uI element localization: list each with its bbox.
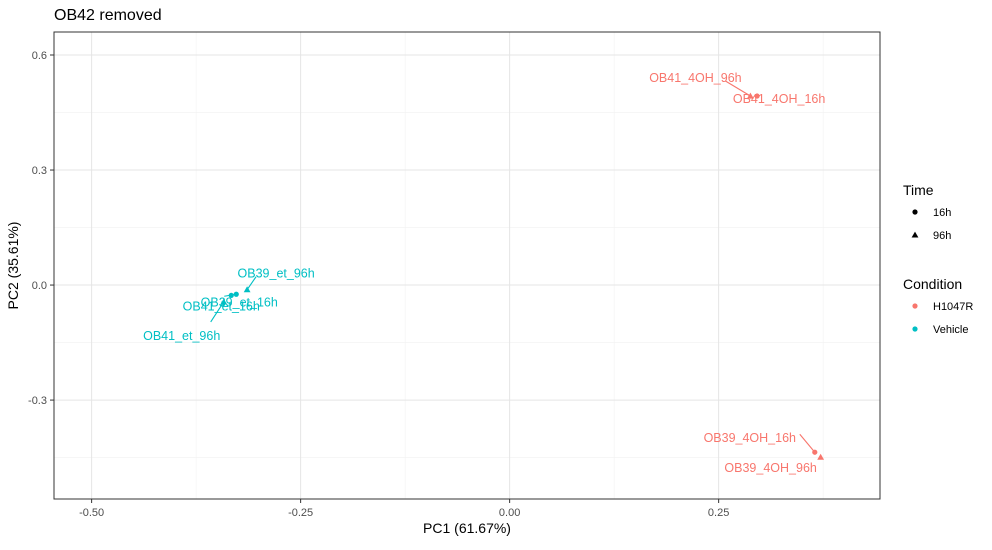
label-connector bbox=[725, 80, 751, 97]
label-connector bbox=[799, 433, 816, 453]
grid-major bbox=[54, 32, 880, 499]
point-ob39-et-96h bbox=[243, 286, 251, 293]
point-ob39-4oh-96h bbox=[817, 453, 825, 460]
point-label: OB39_4OH_16h bbox=[704, 431, 796, 445]
point-ob39-et-16h bbox=[228, 292, 234, 299]
label-connector bbox=[210, 301, 225, 323]
legend-key-circle bbox=[912, 303, 918, 309]
x-tick-label: -0.50 bbox=[79, 507, 104, 519]
legend-entry-label: H1047R bbox=[933, 301, 973, 313]
point-label: OB39_et_96h bbox=[238, 267, 315, 281]
point-label: OB41_4OH_96h bbox=[649, 71, 741, 85]
y-tick-label: -0.3 bbox=[28, 395, 47, 407]
point-label: OB39_4OH_96h bbox=[724, 461, 816, 475]
x-tick-label: 0.25 bbox=[708, 507, 729, 519]
point-ob41-et-96h bbox=[220, 298, 228, 305]
point-ob39-4oh-16h bbox=[812, 449, 818, 455]
point-label: OB39_et_16h bbox=[201, 295, 278, 309]
legend-title: Condition bbox=[903, 276, 962, 292]
x-axis-ticks: -0.50 -0.25 0.00 0.25 bbox=[79, 499, 729, 519]
point-ob41-4oh-96h bbox=[747, 92, 754, 99]
x-tick-label: -0.25 bbox=[288, 507, 313, 519]
y-tick-label: 0.3 bbox=[32, 165, 47, 177]
legend-key-circle bbox=[912, 326, 918, 332]
chart-title: OB42 removed bbox=[54, 7, 162, 24]
plot-panel-border bbox=[53, 31, 881, 500]
y-tick-label: 0.0 bbox=[32, 280, 47, 292]
point-ob41-et-16h bbox=[233, 291, 239, 297]
legend-key-triangle bbox=[911, 231, 919, 238]
legend-entry-label: Vehicle bbox=[933, 324, 968, 336]
point-label: OB41_et_16h bbox=[183, 299, 260, 313]
legend: Time 16h 96h Condition H1047R Vehicle bbox=[903, 182, 973, 336]
x-axis-label: PC1 (61.67%) bbox=[423, 520, 511, 536]
data-points bbox=[220, 92, 825, 460]
point-label: OB41_4OH_16h bbox=[733, 92, 825, 106]
point-label: OB41_et_96h bbox=[143, 329, 220, 343]
grid-minor bbox=[54, 32, 880, 499]
label-connector bbox=[246, 276, 257, 290]
point-labels: OB41_4OH_96h OB41_4OH_16h OB39_4OH_16h OB39… bbox=[143, 71, 825, 475]
y-tick-label: 0.6 bbox=[32, 50, 47, 62]
legend-entry-label: 16h bbox=[933, 207, 951, 219]
point-ob41-4oh-16h bbox=[754, 93, 760, 99]
legend-title: Time bbox=[903, 182, 934, 198]
x-tick-label: 0.00 bbox=[499, 507, 520, 519]
legend-entry-label: 96h bbox=[933, 230, 951, 242]
legend-key-circle bbox=[912, 209, 918, 215]
y-axis-label: PC2 (35.61%) bbox=[5, 222, 21, 310]
label-connectors bbox=[210, 80, 816, 453]
y-axis-ticks: -0.3 0.0 0.3 0.6 bbox=[28, 50, 54, 407]
